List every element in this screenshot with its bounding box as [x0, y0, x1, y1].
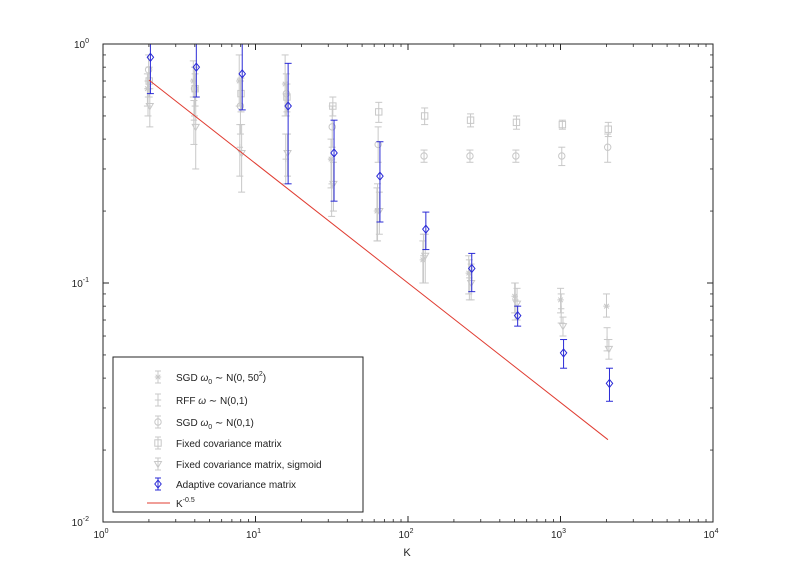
data-point — [236, 102, 245, 110]
legend-box — [112, 356, 364, 513]
data-point — [328, 123, 336, 131]
x-tick-label: 101 — [246, 528, 261, 541]
data-point — [329, 180, 338, 189]
series-square — [145, 66, 612, 138]
plot-area — [143, 44, 614, 441]
data-point — [376, 171, 384, 181]
legend-marker — [154, 418, 162, 426]
series-star — [143, 54, 610, 318]
data-point — [605, 378, 614, 389]
data-point — [557, 296, 564, 304]
legend-label: K-0.5 — [176, 497, 195, 510]
reference-line — [148, 79, 609, 441]
data-point — [512, 118, 521, 127]
data-point — [191, 85, 199, 93]
data-point — [374, 140, 382, 149]
data-point — [420, 152, 428, 160]
legend-marker — [154, 479, 162, 489]
data-point — [604, 345, 614, 354]
data-point — [284, 101, 292, 111]
data-point — [329, 102, 337, 110]
y-tick-label: 10-1 — [72, 277, 89, 290]
data-point — [146, 52, 155, 63]
series-line — [148, 79, 609, 441]
y-axis: 10-2 10-1 100 — [72, 38, 713, 529]
data-point — [145, 77, 153, 85]
series-triangle — [145, 88, 614, 360]
data-point — [420, 252, 430, 261]
data-point — [375, 108, 383, 116]
data-point — [374, 208, 384, 216]
x-tick-label: 102 — [398, 528, 413, 541]
legend-marker — [154, 439, 162, 447]
data-point — [558, 323, 568, 331]
data-point — [465, 269, 472, 277]
series-plus — [144, 80, 611, 352]
legend-label: RFF ω ∼ N(0,1) — [176, 396, 248, 407]
legend-label: Adaptive covariance matrix — [176, 480, 296, 491]
data-point — [466, 116, 475, 124]
data-point — [604, 125, 612, 133]
data-point — [558, 120, 567, 129]
legend: SGD ω0 ∼ N(0, 502) RFF ω ∼ N(0,1) SGD ω0 ∼… — [112, 356, 364, 513]
data-point — [512, 300, 522, 309]
y-tick-label: 10-2 — [72, 516, 89, 529]
data-point — [558, 152, 566, 160]
data-point — [422, 224, 430, 234]
x-axis: 100 101 102 103 104 — [93, 44, 719, 541]
data-point — [557, 305, 565, 312]
data-point — [466, 152, 474, 160]
legend-label: Fixed covariance matrix, sigmoid — [176, 460, 322, 471]
data-point — [513, 310, 522, 321]
legend-label: SGD ω0 ∼ N(0,1) — [176, 418, 254, 431]
legend-marker — [153, 461, 163, 469]
data-point — [603, 143, 612, 151]
data-point — [511, 293, 518, 300]
x-tick-label: 100 — [93, 528, 108, 541]
series-diamond — [146, 44, 614, 402]
data-point — [467, 263, 476, 274]
data-point — [466, 280, 476, 288]
series-circle — [144, 54, 612, 167]
legend-marker — [154, 373, 162, 381]
data-point — [238, 69, 247, 79]
legend-label: SGD ω0 ∼ N(0, 502) — [176, 371, 266, 386]
x-axis-label: K — [403, 547, 411, 559]
data-point — [144, 66, 153, 74]
legend-marker — [154, 396, 162, 404]
x-tick-label: 104 — [703, 528, 718, 541]
data-point — [237, 89, 245, 98]
y-tick-label: 100 — [74, 38, 89, 51]
data-point — [283, 149, 292, 158]
data-point — [283, 93, 291, 101]
x-tick-label: 103 — [551, 528, 566, 541]
data-point — [420, 112, 429, 120]
data-point — [512, 152, 520, 160]
data-point — [419, 256, 427, 264]
data-point — [603, 302, 610, 310]
legend-label: Fixed covariance matrix — [176, 439, 282, 450]
data-point — [191, 123, 201, 132]
data-point — [559, 348, 568, 358]
data-point — [330, 148, 338, 158]
data-point — [145, 103, 155, 111]
data-point — [190, 77, 197, 85]
data-point — [192, 62, 201, 72]
